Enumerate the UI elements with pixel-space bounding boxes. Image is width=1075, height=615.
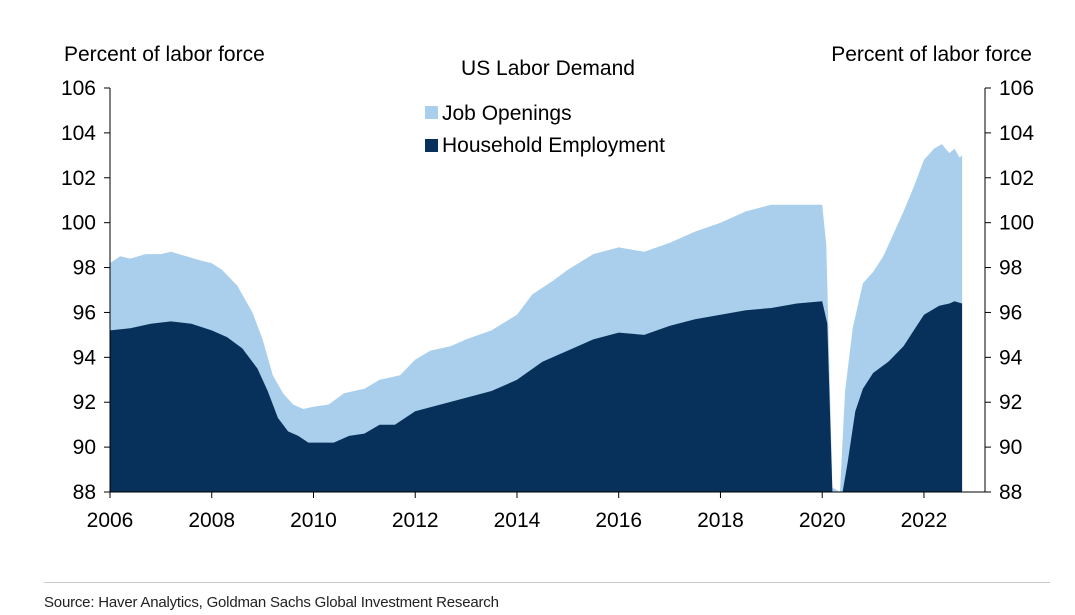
- left-y-tick-label: 90: [73, 436, 96, 459]
- axes: [104, 87, 991, 498]
- legend-label-job-openings: Job Openings: [442, 102, 572, 125]
- x-tick-label: 2022: [901, 509, 948, 532]
- right-y-tick-labels: 88 90 92 94 96 98 100 102 104 106: [999, 77, 1034, 504]
- x-tick-label: 2008: [188, 509, 235, 532]
- x-tick-label: 2006: [87, 509, 134, 532]
- left-y-tick-labels: 88 90 92 94 96 98 100 102 104 106: [61, 77, 96, 504]
- right-y-tick-label: 100: [999, 212, 1034, 235]
- left-y-tick-label: 106: [61, 77, 96, 100]
- x-tick-label: 2010: [290, 509, 337, 532]
- left-y-tick-label: 100: [61, 212, 96, 235]
- right-y-tick-label: 104: [999, 122, 1034, 145]
- legend-swatch-household-employment: [425, 139, 438, 152]
- right-y-tick-label: 88: [999, 481, 1022, 504]
- left-y-tick-label: 88: [73, 481, 96, 504]
- legend-swatch-job-openings: [425, 106, 438, 119]
- left-y-tick-label: 92: [73, 391, 96, 414]
- x-tick-labels: 2006 2008 2010 2012 2014 2016 2018 2020 2022: [87, 509, 948, 532]
- series-area-household-employment: [110, 301, 963, 492]
- source-note: Source: Haver Analytics, Goldman Sachs G…: [44, 594, 499, 611]
- right-axis-label: Percent of labor force: [831, 43, 1032, 66]
- right-y-tick-label: 94: [999, 346, 1023, 369]
- left-axis-label: Percent of labor force: [64, 43, 265, 66]
- plot-areas: [110, 144, 963, 492]
- x-tick-label: 2018: [697, 509, 744, 532]
- right-y-tick-label: 92: [999, 391, 1022, 414]
- left-y-tick-label: 102: [61, 167, 96, 190]
- x-tick-label: 2020: [799, 509, 846, 532]
- x-tick-label: 2016: [595, 509, 642, 532]
- chart-title: US Labor Demand: [461, 57, 635, 80]
- left-y-tick-label: 94: [73, 346, 97, 369]
- left-y-tick-label: 98: [73, 257, 96, 280]
- right-y-tick-label: 96: [999, 301, 1022, 324]
- source-divider: [44, 582, 1050, 583]
- left-y-tick-label: 96: [73, 301, 96, 324]
- right-y-tick-label: 90: [999, 436, 1022, 459]
- legend: Job Openings Household Employment: [425, 102, 665, 157]
- left-y-tick-label: 104: [61, 122, 96, 145]
- right-y-tick-label: 98: [999, 257, 1022, 280]
- x-tick-label: 2012: [392, 509, 439, 532]
- right-y-tick-label: 106: [999, 77, 1034, 100]
- legend-label-household-employment: Household Employment: [442, 134, 665, 157]
- right-y-tick-label: 102: [999, 167, 1034, 190]
- x-tick-label: 2014: [494, 509, 541, 532]
